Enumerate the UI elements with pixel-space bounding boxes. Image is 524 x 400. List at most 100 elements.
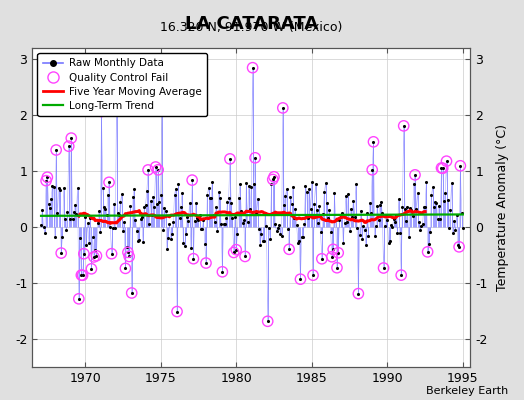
Point — [97, 108, 106, 115]
Point — [388, 224, 397, 230]
Point — [298, 234, 306, 240]
Point — [226, 156, 234, 162]
Point — [56, 187, 64, 193]
Point — [262, 223, 270, 230]
Point — [279, 105, 287, 111]
Point — [160, 205, 169, 211]
Point — [379, 265, 388, 271]
Point — [96, 229, 104, 235]
Point — [115, 212, 123, 218]
Point — [107, 250, 116, 257]
Point — [305, 186, 313, 192]
Point — [236, 181, 244, 187]
Point — [309, 272, 317, 278]
Point — [208, 179, 216, 186]
Point — [53, 210, 62, 217]
Point — [107, 250, 116, 257]
Point — [447, 180, 456, 186]
Point — [242, 180, 250, 186]
Point — [246, 206, 254, 212]
Point — [167, 236, 175, 242]
Point — [437, 165, 445, 171]
Point — [159, 227, 167, 233]
Point — [257, 231, 266, 238]
Point — [243, 219, 252, 226]
Point — [264, 318, 272, 324]
Point — [254, 195, 262, 202]
Point — [440, 198, 448, 204]
Point — [301, 182, 310, 189]
Point — [114, 210, 122, 216]
Point — [334, 250, 342, 256]
Point — [276, 230, 285, 237]
Point — [152, 201, 161, 208]
Point — [213, 228, 222, 234]
Point — [385, 240, 393, 246]
Point — [51, 234, 59, 240]
Point — [74, 296, 83, 302]
Point — [123, 244, 131, 250]
Point — [255, 226, 263, 232]
Point — [66, 216, 74, 222]
Point — [458, 225, 467, 231]
Point — [261, 210, 269, 216]
Point — [383, 217, 391, 223]
Point — [387, 222, 395, 228]
Point — [76, 235, 84, 241]
Point — [133, 228, 141, 234]
Point — [173, 308, 181, 315]
Point — [146, 198, 155, 204]
Point — [397, 272, 406, 278]
Point — [431, 198, 439, 205]
Point — [171, 186, 180, 192]
Point — [368, 166, 376, 173]
Point — [121, 265, 129, 272]
Point — [139, 239, 147, 245]
Point — [422, 179, 431, 185]
Point — [183, 214, 191, 220]
Point — [252, 209, 260, 216]
Point — [164, 235, 172, 242]
Point — [143, 188, 151, 195]
Point — [442, 158, 451, 164]
Point — [283, 226, 292, 232]
Point — [231, 214, 239, 220]
Point — [379, 265, 388, 271]
Point — [357, 207, 365, 214]
Text: Berkeley Earth: Berkeley Earth — [426, 386, 508, 396]
Point — [264, 318, 272, 324]
Point — [117, 191, 126, 198]
Point — [320, 189, 329, 195]
Point — [92, 252, 101, 259]
Point — [451, 227, 460, 233]
Point — [102, 212, 111, 218]
Point — [157, 192, 165, 198]
Title: LA CATARATA: LA CATARATA — [184, 14, 318, 32]
Point — [407, 206, 416, 213]
Point — [416, 226, 424, 233]
Point — [87, 266, 95, 272]
Point — [336, 212, 345, 219]
Point — [364, 233, 373, 239]
Point — [227, 200, 235, 206]
Point — [151, 164, 160, 170]
Point — [41, 230, 49, 236]
Point — [399, 123, 408, 129]
Point — [441, 190, 450, 197]
Point — [119, 228, 127, 234]
Point — [414, 219, 423, 225]
Point — [42, 178, 50, 184]
Point — [294, 240, 302, 246]
Point — [296, 276, 304, 282]
Point — [77, 272, 85, 278]
Point — [260, 238, 268, 244]
Point — [313, 207, 321, 214]
Point — [376, 202, 384, 208]
Point — [188, 177, 196, 183]
Point — [198, 226, 206, 232]
Point — [358, 235, 366, 242]
Point — [279, 105, 287, 111]
Point — [127, 290, 136, 296]
Point — [288, 200, 296, 207]
Point — [210, 212, 218, 218]
